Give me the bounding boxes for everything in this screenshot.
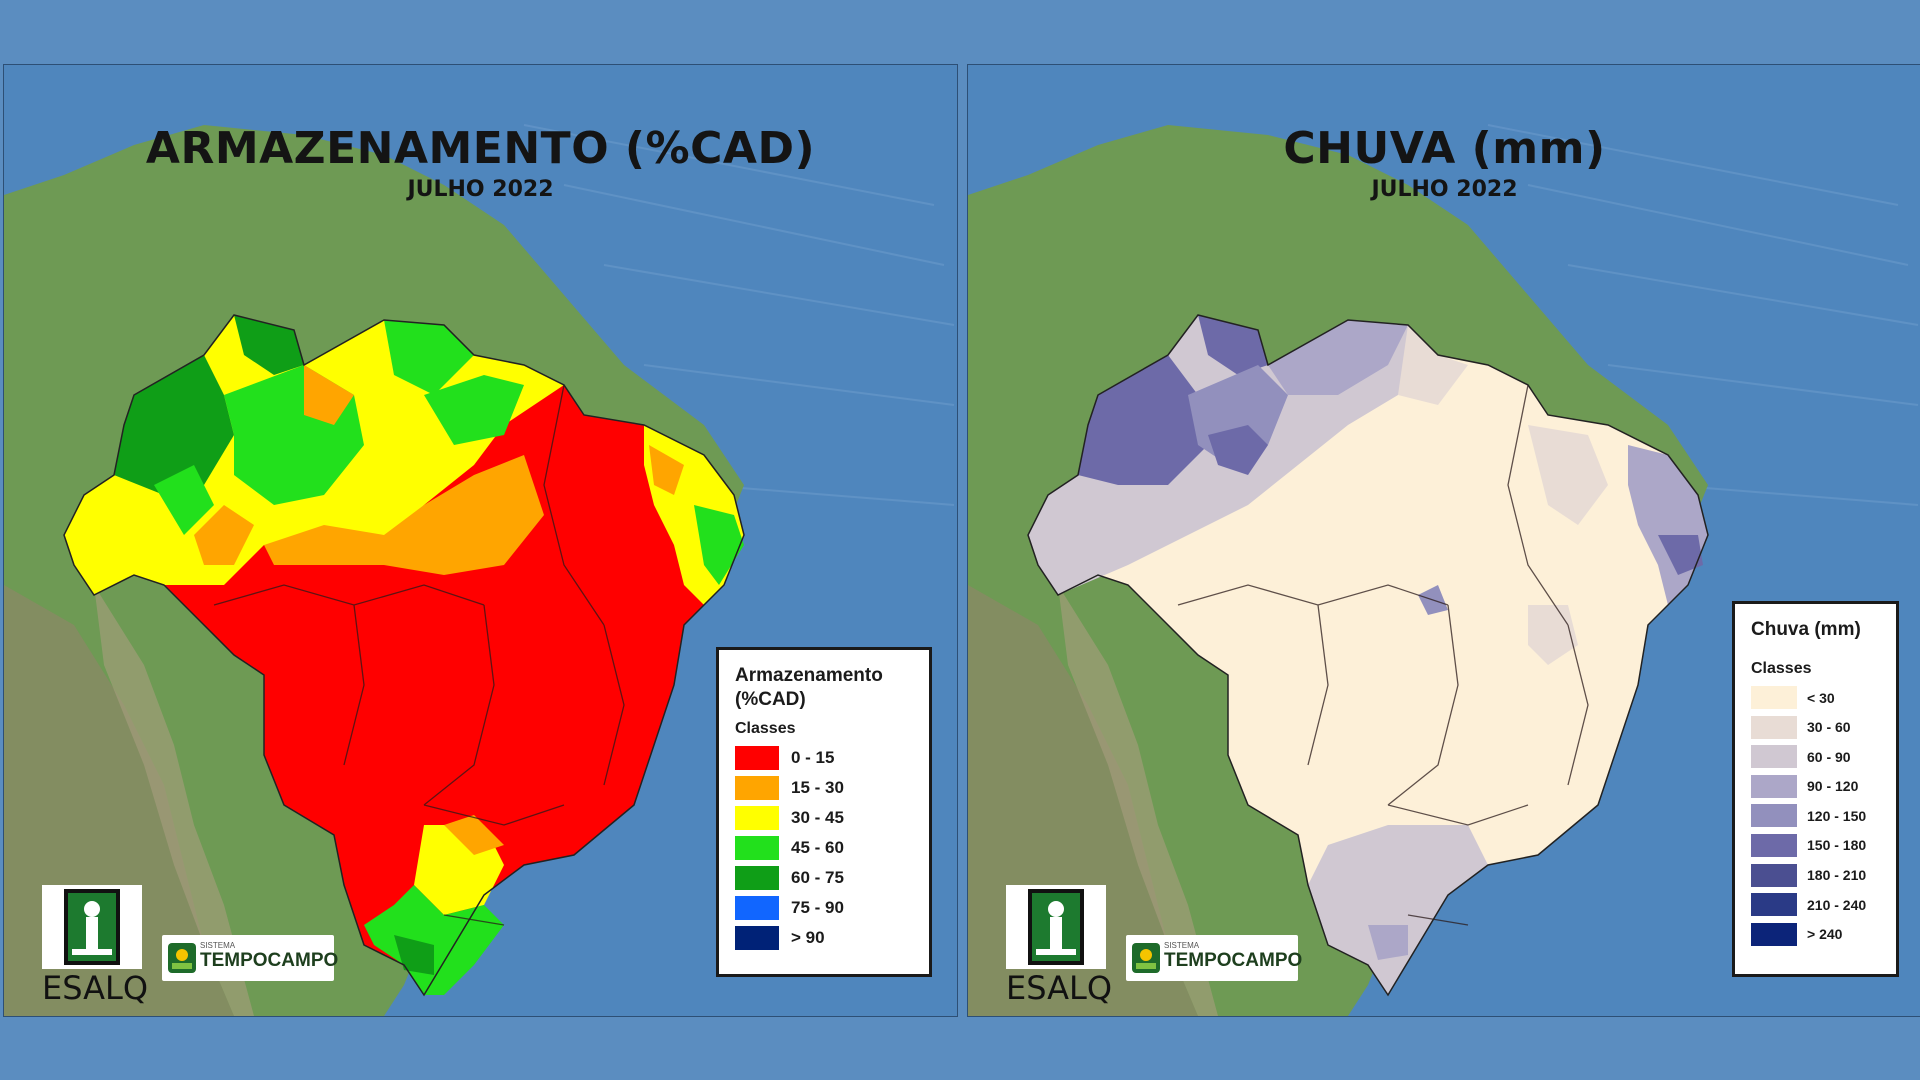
legend-label: 90 - 120 — [1807, 778, 1859, 795]
legend-label: 210 - 240 — [1807, 896, 1867, 913]
legend-swatch — [1751, 686, 1797, 709]
legend-row: 90 - 120 — [1751, 774, 1880, 798]
tempocampo-icon — [168, 943, 196, 973]
map-title: ARMAZENAMENTO (%CAD) — [145, 123, 816, 174]
legend-row: > 240 — [1751, 922, 1880, 946]
legend-items: < 30 30 - 60 60 - 90 90 - 120 120 - 150 150 -… — [1751, 686, 1880, 946]
legend-row: 0 - 15 — [735, 746, 913, 770]
legend-swatch — [735, 746, 779, 770]
legend-row: 120 - 150 — [1751, 804, 1880, 828]
legend-row: 30 - 45 — [735, 806, 913, 830]
legend-label: 45 - 60 — [791, 838, 844, 857]
legend-row: 150 - 180 — [1751, 833, 1880, 857]
legend-row: > 90 — [735, 926, 913, 950]
legend-label: 150 - 180 — [1807, 837, 1867, 854]
legend-title-line1: Armazenamento — [735, 665, 883, 686]
esalq-text: ESALQ — [41, 969, 149, 1007]
legend-label: 180 - 210 — [1807, 867, 1867, 884]
legend-label: 15 - 30 — [791, 778, 844, 797]
legend-classes-label: Classes — [1751, 660, 1812, 677]
map-subtitle: JULHO 2022 — [1371, 177, 1518, 202]
legend-swatch — [1751, 863, 1797, 887]
legend-swatch — [1751, 833, 1797, 857]
legend-swatch — [735, 896, 779, 920]
legend-swatch — [735, 806, 779, 830]
esalq-shield-icon — [1006, 885, 1106, 969]
legend-swatch — [1751, 745, 1797, 769]
esalq-shield-icon — [42, 885, 142, 969]
legend-row: 60 - 90 — [1751, 745, 1880, 769]
tempocampo-icon — [1132, 943, 1160, 973]
legend-row: 60 - 75 — [735, 866, 913, 890]
legend-label: 120 - 150 — [1807, 807, 1867, 824]
legend-swatch — [735, 776, 779, 800]
legend-swatch — [1751, 893, 1797, 917]
legend-row: < 30 — [1751, 686, 1880, 709]
map-title: CHUVA (mm) — [1283, 123, 1606, 174]
legend-row: 45 - 60 — [735, 836, 913, 860]
map-subtitle: JULHO 2022 — [407, 177, 554, 202]
legend-swatch — [1751, 922, 1797, 946]
legend-swatch — [1751, 715, 1797, 739]
legend-title: Chuva (mm) — [1751, 619, 1861, 640]
legend-swatch — [1751, 804, 1797, 828]
legend-swatch — [735, 866, 779, 890]
legend-label: 60 - 90 — [1807, 748, 1851, 765]
legend-label: 30 - 45 — [791, 808, 844, 827]
tempocampo-small-text: SISTEMA — [1164, 941, 1200, 950]
legend-row: 210 - 240 — [1751, 893, 1880, 917]
esalq-logo: ESALQ — [40, 885, 150, 1007]
legend-title-line2: (%CAD) — [735, 689, 806, 710]
tempocampo-logo: SISTEMA TEMPOCAMPO — [1126, 935, 1302, 981]
storage-basemap — [4, 65, 957, 1016]
tempocampo-small-text: SISTEMA — [200, 941, 236, 950]
esalq-text: ESALQ — [1005, 969, 1113, 1007]
legend-label: 0 - 15 — [791, 748, 835, 767]
rain-legend: Chuva (mm) Classes < 30 30 - 60 60 - 90 90 … — [1732, 601, 1899, 977]
legend-label: > 90 — [791, 928, 825, 947]
legend-swatch — [735, 836, 779, 860]
legend-label: < 30 — [1807, 689, 1835, 706]
legend-label: 75 - 90 — [791, 898, 844, 917]
legend-label: > 240 — [1807, 926, 1843, 943]
tempocampo-big-text: TEMPOCAMPO — [1164, 950, 1303, 971]
legend-label: 30 - 60 — [1807, 719, 1851, 736]
legend-row: 180 - 210 — [1751, 863, 1880, 887]
tempocampo-big-text: TEMPOCAMPO — [200, 950, 339, 971]
legend-row: 15 - 30 — [735, 776, 913, 800]
esalq-logo: ESALQ — [1004, 885, 1114, 1007]
legend-row: 75 - 90 — [735, 896, 913, 920]
legend-swatch — [735, 926, 779, 950]
storage-map-panel: ARMAZENAMENTO (%CAD) JULHO 2022 Armazena… — [3, 64, 958, 1017]
legend-row: 30 - 60 — [1751, 715, 1880, 739]
legend-classes-label: Classes — [735, 720, 796, 737]
rain-map-panel: CHUVA (mm) JULHO 2022 Chuva (mm) Classes… — [967, 64, 1920, 1017]
legend-items: 0 - 15 15 - 30 30 - 45 45 - 60 60 - 75 75 - 9… — [735, 746, 913, 950]
storage-legend: Armazenamento (%CAD) Classes 0 - 15 15 - … — [716, 647, 932, 977]
tempocampo-logo: SISTEMA TEMPOCAMPO — [162, 935, 338, 981]
legend-label: 60 - 75 — [791, 868, 844, 887]
legend-swatch — [1751, 774, 1797, 798]
